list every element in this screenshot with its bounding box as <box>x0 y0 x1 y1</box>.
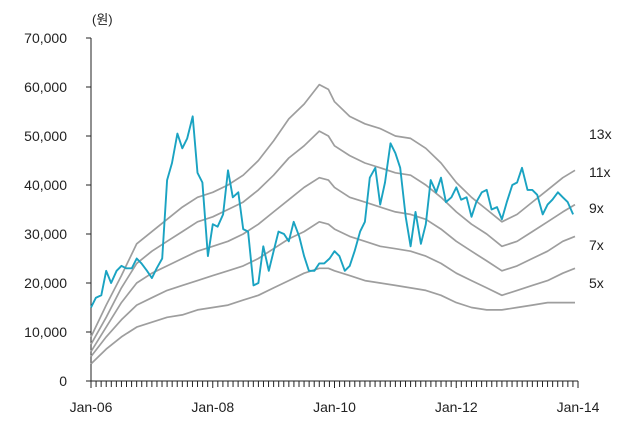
y-tick-label: 60,000 <box>24 79 67 95</box>
band-label-9x: 9x <box>589 200 604 216</box>
x-tick-label: Jan-08 <box>191 399 234 415</box>
x-axis: Jan-06 Jan-08 Jan-10 Jan-12 Jan-14 <box>70 380 600 415</box>
x-tick-label: Jan-12 <box>435 399 478 415</box>
band-label-11x: 11x <box>589 164 611 180</box>
y-tick-label: 0 <box>59 373 67 389</box>
y-unit-label: (원) <box>92 12 113 27</box>
x-tick-label: Jan-14 <box>557 399 600 415</box>
y-tick-label: 20,000 <box>24 275 67 291</box>
band-labels: 13x 11x 9x 7x 5x <box>589 126 612 291</box>
band-series-line-9x <box>90 176 576 353</box>
y-tick-label: 40,000 <box>24 177 67 193</box>
y-tick-label: 30,000 <box>24 226 67 242</box>
series-lines <box>90 83 576 365</box>
y-tick-label: 70,000 <box>24 30 67 46</box>
band-series-line-13x <box>90 83 576 338</box>
band-series-line-5x <box>90 267 575 365</box>
band-series-line-7x <box>90 220 576 358</box>
price-series-line <box>90 115 574 308</box>
band-label-7x: 7x <box>589 237 604 253</box>
y-axis: 0 10,000 20,000 30,000 40,000 50,000 60,000 70,… <box>24 30 92 389</box>
band-label-13x: 13x <box>589 126 612 142</box>
y-tick-label: 10,000 <box>24 324 67 340</box>
x-tick-label: Jan-10 <box>313 399 356 415</box>
x-tick-label: Jan-06 <box>70 399 113 415</box>
band-series-line-11x <box>90 130 576 345</box>
band-label-5x: 5x <box>589 275 604 291</box>
y-tick-label: 50,000 <box>24 128 67 144</box>
